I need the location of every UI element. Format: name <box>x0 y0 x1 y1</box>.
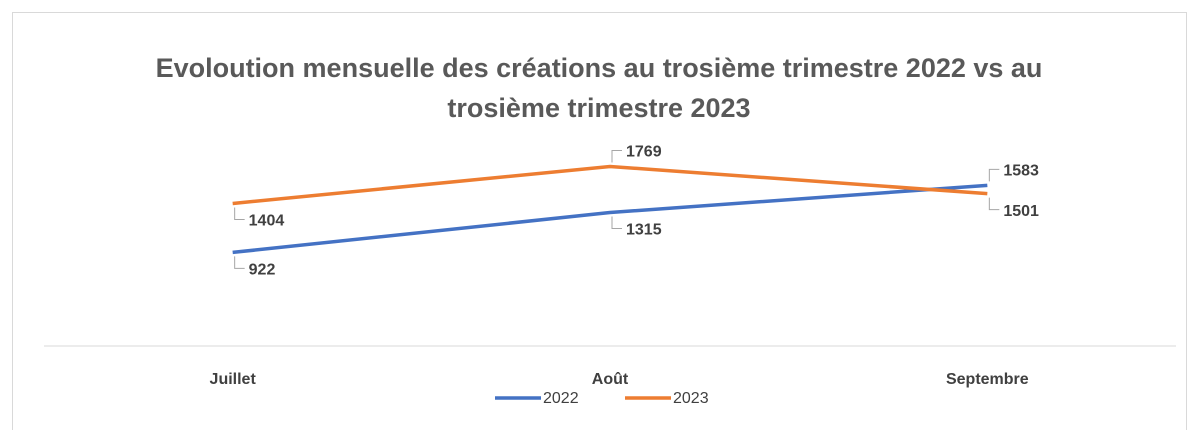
x-tick-label: Juillet <box>210 371 257 388</box>
data-label: 922 <box>249 262 276 279</box>
chart-frame <box>12 12 1187 430</box>
leader-line <box>234 207 245 220</box>
chart-title: Evoloution mensuelle des créations au tr… <box>155 53 1043 123</box>
x-tick-label: Août <box>592 371 629 388</box>
leader-line <box>611 149 622 163</box>
data-label: 1583 <box>1003 163 1039 180</box>
legend-label: 2023 <box>673 390 709 407</box>
data-label: 1315 <box>626 222 662 239</box>
line-series <box>232 183 988 255</box>
legend-label: 2022 <box>543 390 579 407</box>
leader-line <box>988 168 1000 182</box>
line-series <box>232 164 988 206</box>
leader-line <box>234 256 245 269</box>
leader-line <box>988 197 1000 211</box>
data-label: 1769 <box>626 144 662 161</box>
leader-line <box>611 216 622 230</box>
data-label: 1501 <box>1003 203 1039 220</box>
data-label: 1404 <box>249 213 285 230</box>
x-tick-label: Septembre <box>946 371 1029 388</box>
